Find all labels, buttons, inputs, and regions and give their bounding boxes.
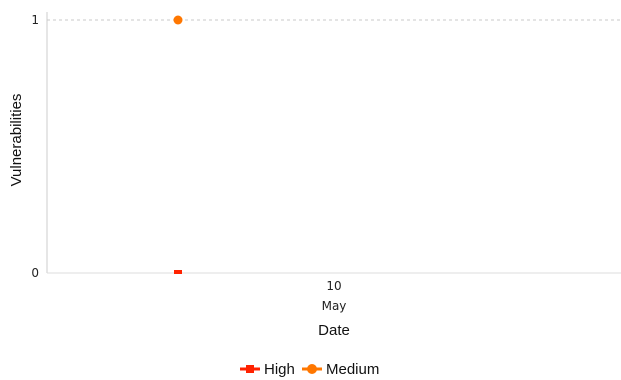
x-axis-title: Date xyxy=(318,322,350,339)
legend-label: High xyxy=(264,361,295,378)
legend: High Medium xyxy=(240,361,379,378)
y-tick-label: 0 xyxy=(31,266,39,280)
legend-label: Medium xyxy=(326,361,379,378)
y-tick-labels: 01 xyxy=(31,13,39,280)
x-tick-day: 10 xyxy=(326,279,341,293)
y-axis-title: Vulnerabilities xyxy=(8,94,25,187)
data-point-high xyxy=(174,270,182,274)
data-point-medium xyxy=(173,15,183,25)
legend-item-high: High xyxy=(240,361,295,378)
x-tick-month: May xyxy=(322,299,347,313)
legend-item-medium: Medium xyxy=(302,361,379,378)
data-series xyxy=(173,15,183,274)
y-tick-label: 1 xyxy=(31,13,39,27)
x-tick-labels: 10 May xyxy=(322,279,347,313)
legend-marker-square xyxy=(246,365,254,373)
legend-marker-circle xyxy=(307,364,317,374)
